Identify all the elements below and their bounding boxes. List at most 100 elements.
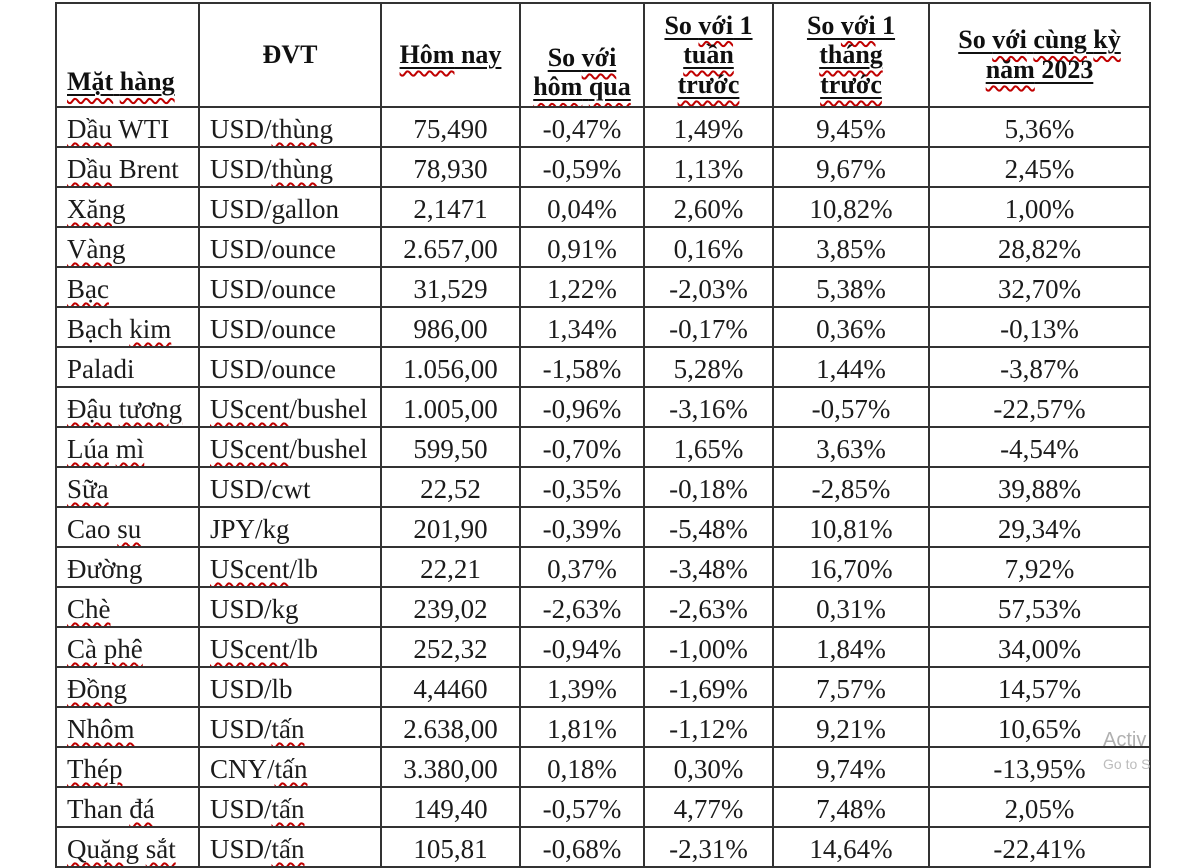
- cell-unit: USD/thùng: [198, 146, 382, 188]
- cell-commodity: Đường: [55, 546, 200, 588]
- watermark-line-2: Go to S: [1103, 756, 1151, 772]
- cell-vs_2023: 7,92%: [928, 546, 1151, 588]
- misspelled-word: mì: [115, 434, 145, 464]
- cell-vs_1week: 5,28%: [643, 346, 774, 388]
- cell-vs_1week: -1,12%: [643, 706, 774, 748]
- table-row: Đồng USD/lb 4,4460 1,39% -1,69% 7,57% 14,57%: [55, 666, 1151, 708]
- header-line: trước: [776, 70, 926, 100]
- table-row: Thép CNY/tấn 3.380,00 0,18% 0,30% 9,74% -13,95…: [55, 746, 1151, 788]
- column-header-unit: ĐVT: [198, 2, 382, 108]
- misspelled-word: Đồng: [67, 674, 127, 704]
- cell-vs_yesterday: -0,47%: [519, 106, 645, 148]
- misspelled-word: Đậu: [67, 394, 112, 424]
- cell-unit: JPY/kg: [198, 506, 382, 548]
- cell-vs_1week: -3,16%: [643, 386, 774, 428]
- cell-vs_yesterday: -0,57%: [519, 786, 645, 828]
- table-row: Lúa mì UScent/bushel 599,50 -0,70% 1,65% 3,63…: [55, 426, 1151, 468]
- misspelled-word: với: [840, 10, 876, 40]
- cell-today: 2,1471: [380, 186, 521, 228]
- cell-commodity: Bạc: [55, 266, 200, 308]
- cell-vs_2023: 34,00%: [928, 626, 1151, 668]
- text-segment: USD/: [210, 714, 272, 744]
- underlined-header-text: So với cùng kỳ: [958, 25, 1121, 54]
- text-segment: JPY/kg: [210, 514, 290, 544]
- cell-today: 78,930: [380, 146, 521, 188]
- table-row: Nhôm USD/tấn 2.638,00 1,81% -1,12% 9,21% 10,65…: [55, 706, 1151, 748]
- header-line: ĐVT: [202, 40, 378, 70]
- text-segment: 1: [733, 10, 753, 40]
- cell-vs_2023: -0,13%: [928, 306, 1151, 348]
- cell-vs_2023: 57,53%: [928, 586, 1151, 628]
- underlined-header-text: So với 1: [807, 11, 895, 40]
- text-segment: USD/cwt: [210, 474, 311, 504]
- cell-unit: USD/tấn: [198, 706, 382, 748]
- cell-unit: UScent/lb: [198, 626, 382, 668]
- table-row: Paladi USD/ounce 1.056,00 -1,58% 5,28% 1,44% -…: [55, 346, 1151, 388]
- misspelled-word: tương: [118, 394, 183, 424]
- cell-vs_1month: 10,82%: [772, 186, 930, 228]
- underlined-header-text: So với 1: [664, 11, 752, 40]
- text-segment: Cao: [67, 514, 118, 544]
- cell-commodity: Quặng sắt: [55, 826, 200, 868]
- column-header-vs_yesterday: So với hôm qua: [519, 2, 645, 108]
- cell-unit: USD/thùng: [198, 106, 382, 148]
- cell-commodity: Đồng: [55, 666, 200, 708]
- table-row: Dầu WTI USD/thùng 75,490 -0,47% 1,49% 9,45% 5,…: [55, 106, 1151, 148]
- cell-today: 252,32: [380, 626, 521, 668]
- underlined-header-text: Hôm nay: [400, 40, 502, 69]
- table-row: Dầu Brent USD/thùng 78,930 -0,59% 1,13% 9,67%…: [55, 146, 1151, 188]
- table-row: Sữa USD/cwt 22,52 -0,35% -0,18% -2,85% 39,88%: [55, 466, 1151, 508]
- cell-vs_yesterday: 0,37%: [519, 546, 645, 588]
- cell-vs_1week: -2,31%: [643, 826, 774, 868]
- cell-vs_1week: -0,18%: [643, 466, 774, 508]
- cell-commodity: Paladi: [55, 346, 200, 388]
- misspelled-word: tuần: [683, 40, 734, 70]
- cell-vs_2023: 2,05%: [928, 786, 1151, 828]
- cell-vs_yesterday: -0,94%: [519, 626, 645, 668]
- cell-vs_1month: 7,57%: [772, 666, 930, 708]
- cell-vs_1week: -2,63%: [643, 586, 774, 628]
- text-segment: USD/ounce: [210, 274, 336, 304]
- cell-vs_1week: -5,48%: [643, 506, 774, 548]
- cell-unit: UScent/lb: [198, 546, 382, 588]
- cell-commodity: Than đá: [55, 786, 200, 828]
- cell-vs_2023: -4,54%: [928, 426, 1151, 468]
- cell-vs_1month: 9,67%: [772, 146, 930, 188]
- misspelled-word: tấn: [271, 794, 305, 824]
- cell-vs_1month: -2,85%: [772, 466, 930, 508]
- misspelled-word: Thép: [67, 754, 123, 784]
- table-row: Vàng USD/ounce 2.657,00 0,91% 0,16% 3,85% 28,8…: [55, 226, 1151, 268]
- misspelled-word: với: [698, 10, 734, 40]
- misspelled-word: tấn: [274, 754, 308, 784]
- cell-vs_2023: -22,57%: [928, 386, 1151, 428]
- misspelled-word: Bạc: [67, 274, 109, 304]
- misspelled-word: Chè: [67, 594, 111, 624]
- cell-today: 2.638,00: [380, 706, 521, 748]
- table-row: Cà phê UScent/lb 252,32 -0,94% -1,00% 1,84% 34…: [55, 626, 1151, 668]
- header-line: So với: [523, 43, 641, 73]
- header-line: So với 1: [776, 11, 926, 41]
- underlined-header-text: tháng: [819, 40, 883, 69]
- misspelled-word: UScent: [210, 554, 290, 584]
- cell-today: 239,02: [380, 586, 521, 628]
- text-segment: Than: [67, 794, 130, 824]
- misspelled-word: hôm: [533, 72, 583, 102]
- cell-unit: USD/ounce: [198, 346, 382, 388]
- cell-vs_yesterday: 1,34%: [519, 306, 645, 348]
- cell-unit: USD/tấn: [198, 786, 382, 828]
- cell-vs_yesterday: 0,18%: [519, 746, 645, 788]
- cell-unit: CNY/tấn: [198, 746, 382, 788]
- table-row: Bạc USD/ounce 31,529 1,22% -2,03% 5,38% 32,70%: [55, 266, 1151, 308]
- cell-vs_1week: 0,16%: [643, 226, 774, 268]
- cell-vs_1month: 9,74%: [772, 746, 930, 788]
- misspelled-word: Sữa: [67, 474, 109, 504]
- misspelled-word: UScent: [210, 434, 290, 464]
- misspelled-word: với: [581, 42, 617, 72]
- cell-vs_yesterday: -0,96%: [519, 386, 645, 428]
- misspelled-word: sắt: [145, 834, 176, 864]
- cell-vs_1week: -2,03%: [643, 266, 774, 308]
- misspelled-word: thùng: [271, 114, 334, 144]
- misspelled-word: Cà: [67, 634, 97, 664]
- table-row: Bạch kim USD/ounce 986,00 1,34% -0,17% 0,36% -…: [55, 306, 1151, 348]
- cell-today: 4,4460: [380, 666, 521, 708]
